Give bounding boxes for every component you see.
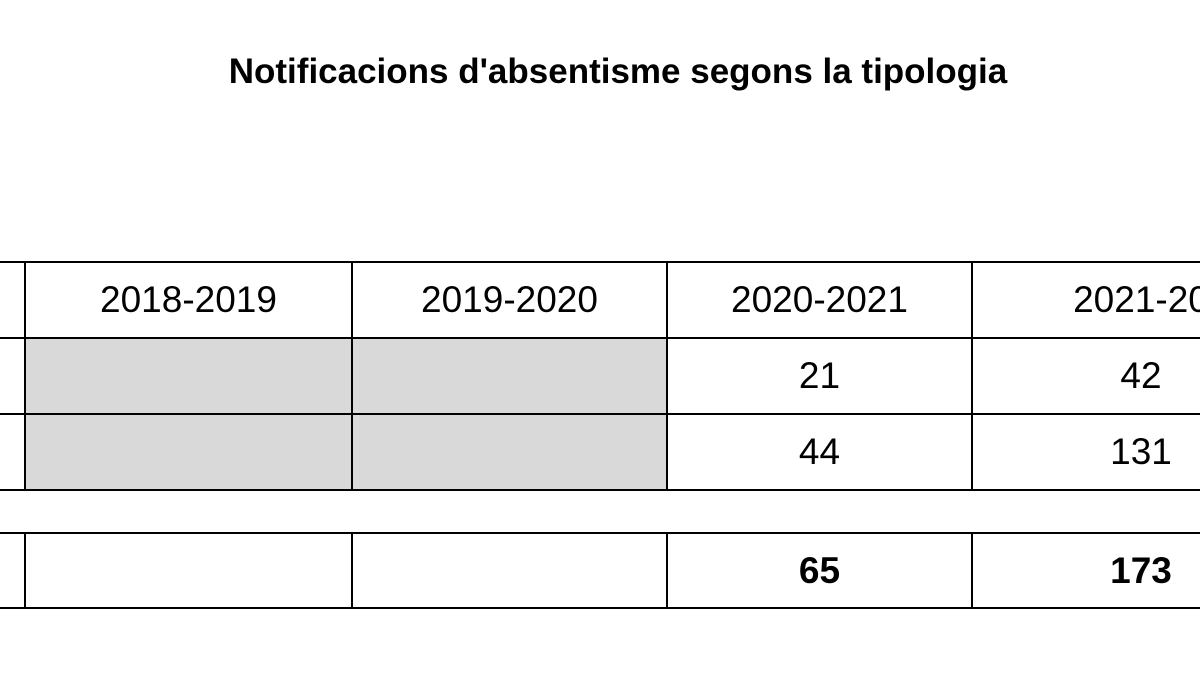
value-cell: 131	[971, 413, 1200, 491]
header-cell: 2021-20	[971, 261, 1200, 339]
cell	[0, 413, 26, 491]
empty-cell	[24, 413, 353, 491]
value-cell: 44	[666, 413, 973, 491]
header-cell: 2018-2019	[24, 261, 353, 339]
value-cell: 21	[666, 337, 973, 415]
empty-cell	[24, 337, 353, 415]
cell	[0, 532, 26, 609]
total-cell: 173	[971, 532, 1200, 609]
total-cell: 65	[666, 532, 973, 609]
cell	[0, 337, 26, 415]
header-cell: 2020-2021	[666, 261, 973, 339]
cell	[0, 261, 26, 339]
empty-cell	[351, 532, 668, 609]
empty-cell	[351, 413, 668, 491]
value-cell: 42	[971, 337, 1200, 415]
empty-cell	[24, 532, 353, 609]
header-cell: 2019-2020	[351, 261, 668, 339]
empty-cell	[351, 337, 668, 415]
table-title: Notificacions d'absentisme segons la tip…	[228, 52, 1008, 91]
